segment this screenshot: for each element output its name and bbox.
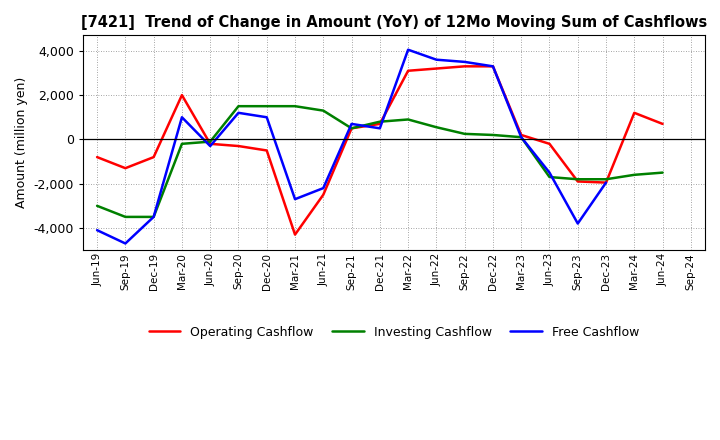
Investing Cashflow <box>206 139 215 144</box>
Investing Cashflow <box>347 126 356 131</box>
Free Cashflow <box>291 197 300 202</box>
Investing Cashflow <box>404 117 413 122</box>
Operating Cashflow <box>234 143 243 149</box>
Free Cashflow <box>489 64 498 69</box>
Operating Cashflow <box>573 179 582 184</box>
Investing Cashflow <box>291 103 300 109</box>
Operating Cashflow <box>545 141 554 147</box>
Line: Investing Cashflow: Investing Cashflow <box>97 106 662 217</box>
Free Cashflow <box>602 180 611 185</box>
Investing Cashflow <box>602 176 611 182</box>
Investing Cashflow <box>178 141 186 147</box>
Free Cashflow <box>234 110 243 115</box>
Investing Cashflow <box>149 214 158 220</box>
Title: [7421]  Trend of Change in Amount (YoY) of 12Mo Moving Sum of Cashflows: [7421] Trend of Change in Amount (YoY) o… <box>81 15 707 30</box>
Free Cashflow <box>178 114 186 120</box>
Line: Free Cashflow: Free Cashflow <box>97 50 606 243</box>
Free Cashflow <box>262 114 271 120</box>
Free Cashflow <box>460 59 469 65</box>
Operating Cashflow <box>460 64 469 69</box>
Investing Cashflow <box>630 172 639 177</box>
Investing Cashflow <box>658 170 667 175</box>
Operating Cashflow <box>319 192 328 198</box>
Free Cashflow <box>149 214 158 220</box>
Operating Cashflow <box>206 141 215 147</box>
Operating Cashflow <box>149 154 158 160</box>
Operating Cashflow <box>658 121 667 127</box>
Operating Cashflow <box>404 68 413 73</box>
Investing Cashflow <box>93 203 102 209</box>
Operating Cashflow <box>262 148 271 153</box>
Free Cashflow <box>573 221 582 226</box>
Free Cashflow <box>93 227 102 233</box>
Operating Cashflow <box>291 232 300 237</box>
Free Cashflow <box>347 121 356 127</box>
Investing Cashflow <box>489 132 498 138</box>
Free Cashflow <box>545 170 554 175</box>
Operating Cashflow <box>602 180 611 185</box>
Investing Cashflow <box>432 125 441 130</box>
Operating Cashflow <box>376 121 384 127</box>
Investing Cashflow <box>517 135 526 140</box>
Investing Cashflow <box>545 174 554 180</box>
Investing Cashflow <box>234 103 243 109</box>
Free Cashflow <box>517 135 526 140</box>
Free Cashflow <box>206 143 215 149</box>
Legend: Operating Cashflow, Investing Cashflow, Free Cashflow: Operating Cashflow, Investing Cashflow, … <box>144 321 644 344</box>
Investing Cashflow <box>121 214 130 220</box>
Investing Cashflow <box>262 103 271 109</box>
Operating Cashflow <box>121 165 130 171</box>
Operating Cashflow <box>630 110 639 115</box>
Free Cashflow <box>404 47 413 52</box>
Operating Cashflow <box>347 126 356 131</box>
Operating Cashflow <box>178 92 186 98</box>
Free Cashflow <box>376 126 384 131</box>
Free Cashflow <box>121 241 130 246</box>
Operating Cashflow <box>93 154 102 160</box>
Investing Cashflow <box>573 176 582 182</box>
Operating Cashflow <box>517 132 526 138</box>
Y-axis label: Amount (million yen): Amount (million yen) <box>15 77 28 209</box>
Investing Cashflow <box>460 131 469 136</box>
Line: Operating Cashflow: Operating Cashflow <box>97 66 662 235</box>
Free Cashflow <box>432 57 441 62</box>
Investing Cashflow <box>376 119 384 125</box>
Operating Cashflow <box>489 64 498 69</box>
Investing Cashflow <box>319 108 328 113</box>
Free Cashflow <box>319 186 328 191</box>
Operating Cashflow <box>432 66 441 71</box>
